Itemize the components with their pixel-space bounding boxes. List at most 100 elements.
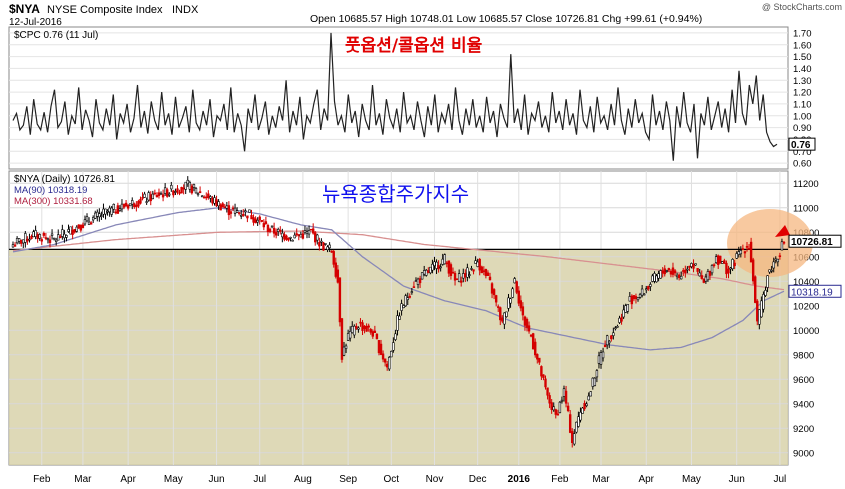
candle-body — [645, 288, 648, 291]
ma90-line — [12, 207, 785, 351]
candle-body — [52, 237, 56, 240]
candle-body — [462, 273, 465, 279]
candle-body — [410, 291, 414, 293]
x-tick-label: Dec — [469, 474, 487, 485]
candle-body — [601, 351, 605, 359]
candle-body — [128, 203, 132, 207]
candle-body — [159, 193, 163, 195]
price-tick-label: 9200 — [793, 424, 814, 435]
cpc-annotation: 풋옵션/콜옵션 비율 — [345, 36, 483, 56]
candle-body — [22, 239, 25, 244]
cpc-tick-label: 1.50 — [793, 52, 812, 63]
candle-body — [26, 238, 29, 242]
candle-body — [392, 342, 395, 351]
cpc-tick-label: 0.90 — [793, 123, 812, 134]
shaded-zone — [9, 249, 788, 465]
candle-body — [332, 251, 335, 265]
candle-body — [564, 390, 568, 404]
candle-body — [299, 234, 303, 238]
candle-body — [749, 241, 753, 263]
candle-body — [542, 374, 545, 378]
candle-body — [262, 223, 266, 228]
candle-body — [460, 280, 463, 283]
candle-body — [466, 267, 469, 278]
candle-body — [406, 297, 409, 301]
cpc-tick-label: 0.60 — [793, 159, 812, 170]
candle-body — [57, 234, 60, 241]
candle-body — [447, 260, 451, 274]
cpc-layer: 1.701.601.501.401.301.201.101.000.900.80… — [9, 28, 816, 170]
candle-body — [404, 295, 407, 307]
candle-body — [523, 316, 527, 326]
candle-body — [780, 241, 784, 251]
price-annotation: 뉴욕종합주가지수 — [322, 182, 469, 206]
candle-body — [675, 274, 679, 278]
candle-body — [63, 233, 66, 239]
candle-body — [525, 318, 529, 328]
candle-body — [235, 210, 239, 213]
x-tick-label: Apr — [120, 474, 136, 485]
candle-body — [747, 248, 751, 250]
candle-body — [346, 333, 350, 341]
candle-body — [48, 239, 52, 243]
candle-body — [457, 273, 461, 283]
candle-body — [647, 286, 650, 290]
candle-body — [102, 208, 105, 215]
candle-body — [34, 230, 37, 237]
candle-body — [379, 343, 383, 355]
candle-body — [81, 224, 85, 229]
candle-body — [96, 211, 99, 217]
candle-body — [365, 325, 368, 332]
candle-body — [336, 269, 340, 283]
candle-body — [178, 192, 181, 194]
cpc-last-value-box — [788, 137, 816, 151]
candle-body — [65, 235, 68, 238]
candle-body — [725, 262, 728, 275]
candle-body — [211, 198, 214, 204]
candle-body — [184, 181, 187, 190]
candle-body — [46, 238, 50, 241]
candle-body — [221, 203, 224, 208]
candle-body — [472, 269, 475, 272]
candle-body — [655, 275, 658, 283]
candle-body — [227, 205, 231, 216]
price-tick-label: 10200 — [793, 301, 819, 312]
candle-body — [94, 212, 97, 219]
candle-body — [739, 250, 743, 255]
candle-body — [112, 204, 115, 210]
candle-body — [309, 228, 313, 231]
candle-body — [110, 207, 113, 215]
candle-body — [416, 278, 420, 285]
candle-body — [610, 335, 613, 340]
candle-body — [198, 191, 202, 193]
candle-body — [244, 210, 247, 213]
candle-body — [422, 270, 426, 275]
candle-body — [250, 215, 253, 220]
candle-body — [733, 262, 736, 267]
candle-body — [190, 185, 194, 194]
candle-body — [538, 357, 541, 363]
candle-body — [375, 333, 379, 340]
candle-body — [492, 289, 496, 296]
candle-body — [192, 184, 196, 188]
candle-body — [270, 225, 274, 228]
candle-body — [122, 204, 126, 208]
candle-body — [587, 395, 590, 401]
ma90-legend: MA(90) 10318.19 — [14, 185, 87, 196]
candle-body — [581, 407, 584, 414]
candle-body — [626, 304, 629, 312]
candle-body — [32, 231, 35, 238]
candle-body — [367, 325, 370, 328]
candle-body — [550, 402, 553, 410]
candle-body — [153, 192, 157, 195]
candle-body — [482, 270, 486, 272]
candle-body — [640, 288, 644, 296]
candle-body — [20, 239, 23, 244]
candle-body — [694, 263, 697, 266]
x-tick-label: Feb — [551, 474, 569, 485]
candle-body — [87, 221, 91, 225]
candle-body — [686, 268, 689, 271]
cpc-tick-label: 1.10 — [793, 99, 812, 110]
candle-body — [182, 187, 185, 190]
candle-body — [355, 326, 358, 329]
